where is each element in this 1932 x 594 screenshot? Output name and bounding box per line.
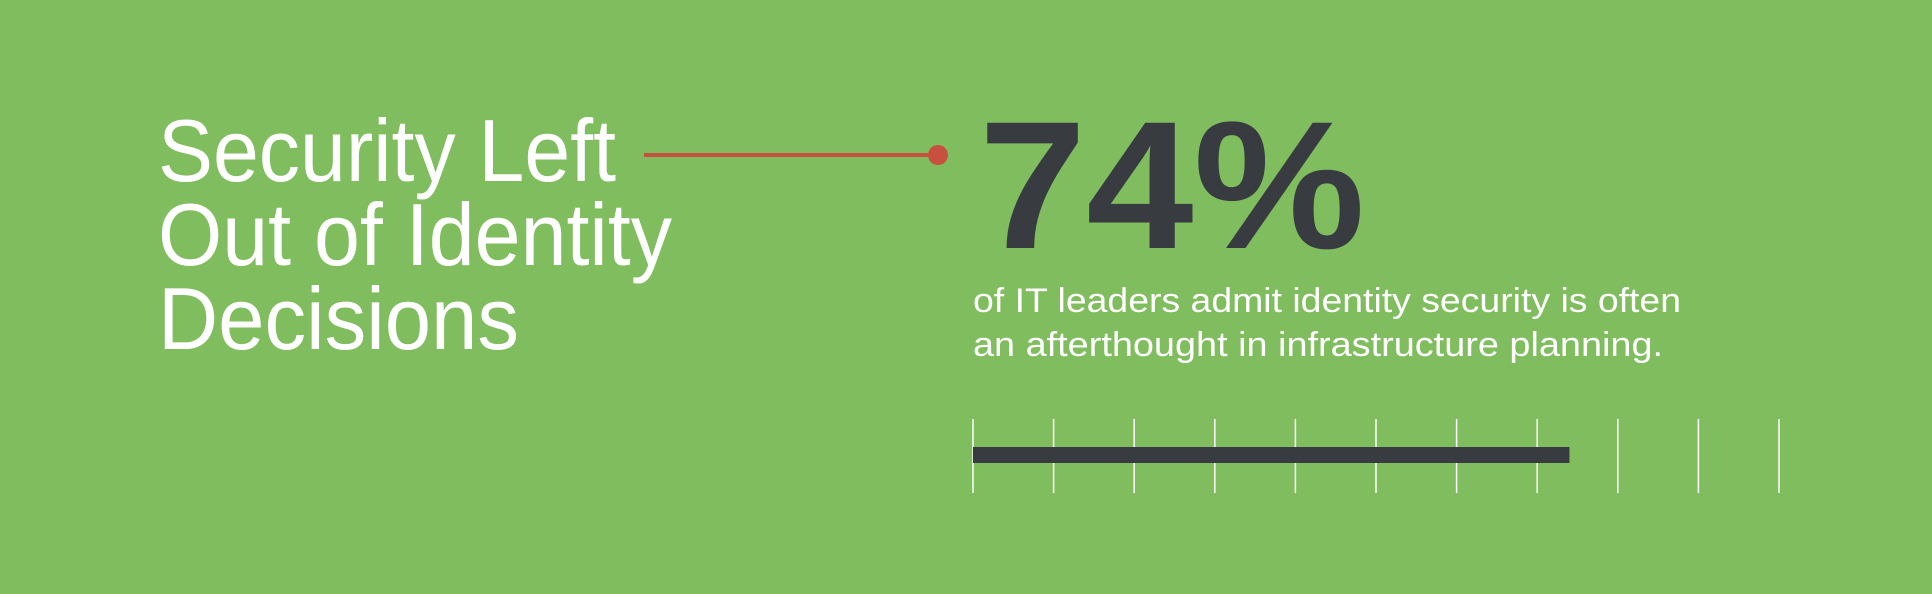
progress-bar bbox=[972, 419, 1780, 493]
headline-line: Out of Identity bbox=[158, 185, 672, 284]
stat-value: 74% bbox=[979, 83, 1365, 287]
headline-line: Security Left bbox=[158, 101, 616, 200]
headline-line: Decisions bbox=[158, 269, 519, 368]
description-line: of IT leaders admit identity security is… bbox=[973, 282, 1681, 320]
connector-dot bbox=[928, 145, 948, 165]
bar bbox=[973, 447, 1570, 463]
description-line: an afterthought in infrastructure planni… bbox=[973, 326, 1663, 364]
